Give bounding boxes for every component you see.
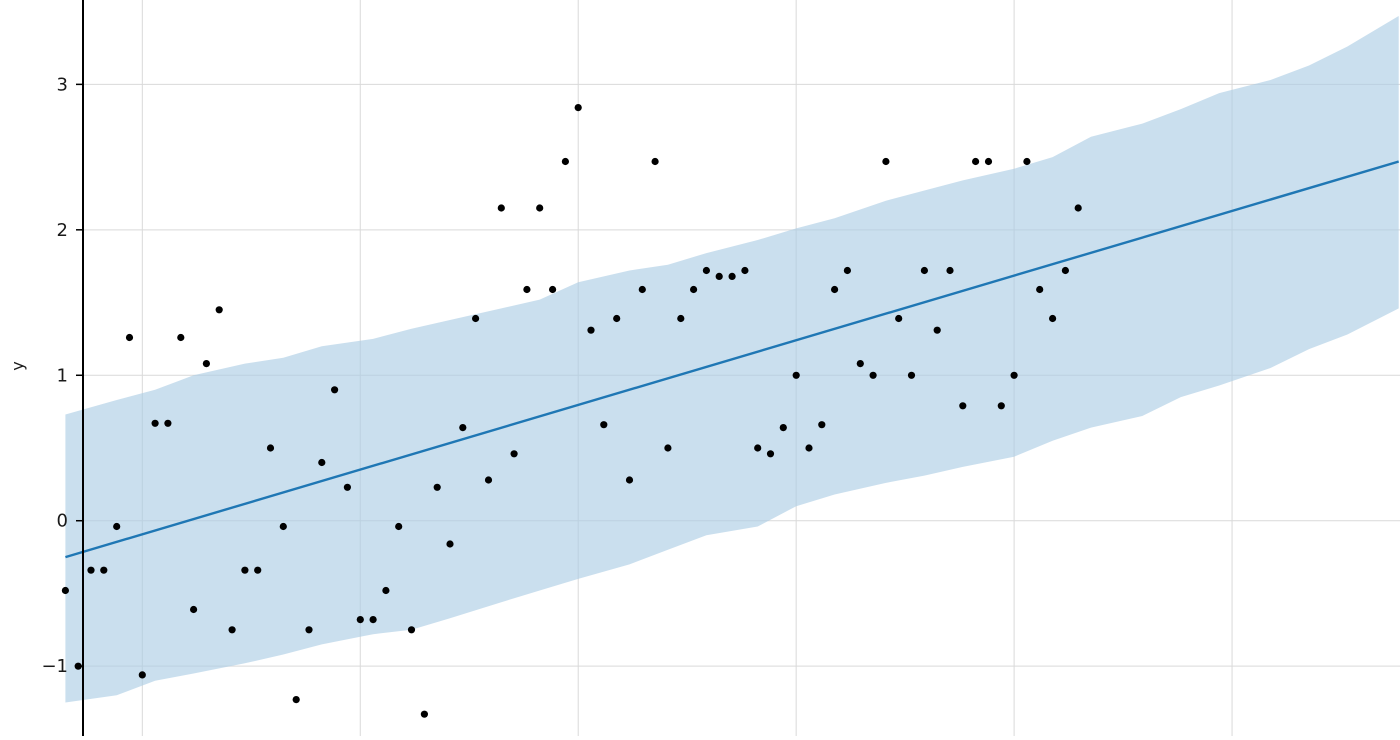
data-point-78 <box>1061 266 1069 275</box>
data-point-55 <box>766 450 775 458</box>
data-point-20 <box>318 458 326 467</box>
data-point-31 <box>459 424 467 432</box>
data-point-8 <box>164 419 172 427</box>
data-point-79 <box>1074 204 1082 212</box>
data-point-62 <box>856 360 864 368</box>
data-point-57 <box>792 371 800 379</box>
data-point-73 <box>997 402 1005 410</box>
y-tick-label-2: 1 <box>57 365 68 386</box>
data-point-15 <box>254 566 262 574</box>
data-point-24 <box>369 616 377 624</box>
data-point-25 <box>382 586 390 595</box>
forecast-line <box>65 160 1400 559</box>
y-axis: −1 0 1 2 3 <box>41 0 84 736</box>
data-point-17 <box>279 522 287 531</box>
data-point-28 <box>420 710 428 718</box>
data-point-61 <box>843 266 852 275</box>
data-point-51 <box>715 272 723 280</box>
data-point-74 <box>1010 371 1018 379</box>
data-point-53 <box>741 266 749 275</box>
data-point-38 <box>549 285 557 294</box>
data-point-13 <box>228 626 236 634</box>
forecast-line-group <box>65 160 1400 559</box>
data-point-23 <box>356 616 364 624</box>
data-point-37 <box>536 204 544 212</box>
data-point-7 <box>151 419 159 427</box>
data-point-70 <box>959 402 967 410</box>
data-point-30 <box>446 540 454 548</box>
data-point-4 <box>113 522 121 531</box>
data-point-2 <box>87 566 95 574</box>
data-point-35 <box>510 450 518 458</box>
data-point-43 <box>613 314 621 323</box>
data-point-52 <box>728 272 736 280</box>
data-point-63 <box>869 371 877 379</box>
data-point-58 <box>805 444 813 452</box>
data-point-11 <box>202 360 210 368</box>
data-point-56 <box>779 424 787 432</box>
y-tick-label-0: −1 <box>41 656 68 677</box>
data-point-32 <box>472 314 480 323</box>
data-point-3 <box>100 566 108 574</box>
data-point-9 <box>177 333 185 342</box>
data-point-49 <box>690 285 698 294</box>
data-point-34 <box>497 204 505 212</box>
data-point-41 <box>587 326 595 334</box>
data-point-45 <box>638 285 646 294</box>
y-tick-label-1: 0 <box>57 511 68 532</box>
data-point-39 <box>561 157 570 166</box>
data-point-26 <box>395 522 403 531</box>
data-point-21 <box>331 386 339 394</box>
data-point-54 <box>754 444 762 452</box>
y-axis-label: y <box>8 361 27 370</box>
data-point-76 <box>1036 285 1044 294</box>
data-point-14 <box>241 566 249 574</box>
data-point-64 <box>882 157 890 166</box>
data-point-75 <box>1023 157 1031 166</box>
data-point-50 <box>702 266 711 275</box>
data-point-12 <box>215 306 223 314</box>
data-point-44 <box>625 476 634 484</box>
data-point-68 <box>933 326 941 334</box>
data-point-72 <box>984 157 993 166</box>
data-point-77 <box>1049 314 1057 323</box>
data-point-27 <box>407 626 416 634</box>
data-point-60 <box>831 285 839 294</box>
data-point-5 <box>125 333 134 342</box>
data-point-47 <box>664 444 672 452</box>
data-point-16 <box>266 444 275 452</box>
data-point-10 <box>190 605 198 614</box>
data-point-18 <box>292 696 300 704</box>
y-tick-label-4: 3 <box>57 74 68 95</box>
data-point-67 <box>920 266 929 275</box>
data-point-6 <box>138 671 146 679</box>
data-point-0 <box>61 586 69 595</box>
data-point-66 <box>907 371 916 379</box>
data-point-22 <box>343 483 351 491</box>
data-point-19 <box>305 626 313 634</box>
data-point-46 <box>651 157 659 166</box>
data-point-33 <box>484 476 493 484</box>
actual-points <box>61 104 1082 718</box>
y-tick-label-3: 2 <box>57 220 68 241</box>
data-point-65 <box>895 314 903 323</box>
data-point-59 <box>818 421 826 429</box>
data-point-42 <box>600 421 608 429</box>
data-point-69 <box>946 266 954 275</box>
data-point-48 <box>677 314 685 323</box>
data-point-71 <box>972 157 980 166</box>
data-point-29 <box>433 483 441 491</box>
data-point-40 <box>574 104 582 112</box>
data-point-36 <box>523 285 531 294</box>
